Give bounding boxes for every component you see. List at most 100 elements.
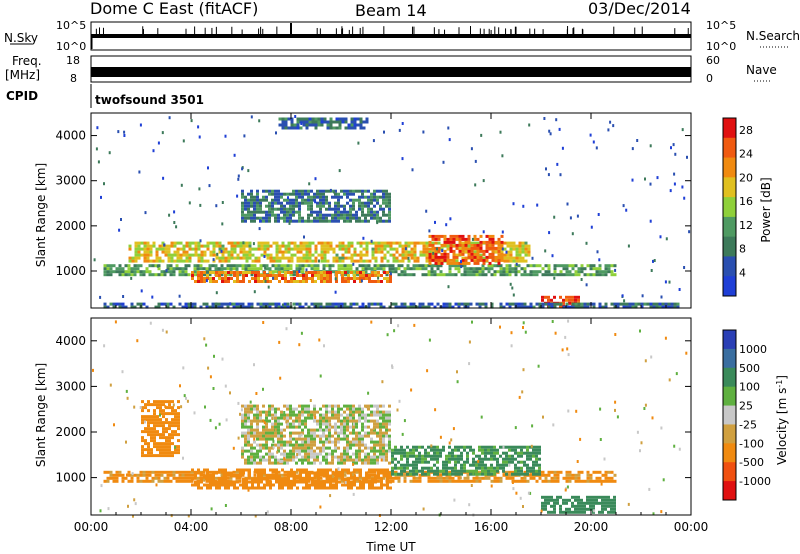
data-cell: [265, 189, 268, 193]
data-cell: [289, 213, 292, 217]
data-cell: [512, 259, 516, 263]
data-cell: [218, 274, 221, 277]
data-cell: [295, 449, 298, 453]
data-cell: [226, 273, 230, 277]
data-cell: [343, 213, 346, 217]
data-cell: [562, 298, 565, 302]
data-cell: [481, 302, 485, 306]
data-cell: [509, 282, 512, 286]
data-cell: [505, 472, 508, 476]
data-cell: [418, 454, 421, 458]
data-cell: [298, 404, 301, 408]
data-cell: [436, 445, 439, 449]
data-cell: [156, 406, 159, 410]
data-cell: [361, 195, 364, 199]
data-cell: [323, 247, 327, 251]
data-cell: [286, 219, 289, 223]
data-cell: [326, 471, 329, 475]
data-cell: [286, 443, 289, 447]
data-cell: [418, 469, 421, 473]
data-cell: [407, 250, 411, 254]
data-cell: [514, 479, 518, 483]
data-cell: [241, 434, 244, 438]
data-cell: [351, 472, 354, 476]
data-cell: [243, 134, 246, 138]
data-cell: [313, 455, 316, 459]
data-cell: [296, 126, 300, 130]
data-cell: [232, 267, 236, 271]
data-cell: [347, 126, 351, 130]
data-cell: [292, 410, 295, 414]
data-cell: [292, 446, 295, 450]
data-cell: [686, 155, 688, 159]
data-cell: [290, 126, 294, 130]
data-cell: [595, 146, 598, 150]
data-cell: [538, 270, 542, 274]
data-cell: [493, 451, 496, 455]
data-cell: [559, 270, 563, 274]
data-cell: [121, 302, 125, 306]
data-cell: [286, 440, 289, 444]
data-cell: [271, 404, 274, 408]
data-cell: [482, 230, 485, 234]
data-cell: [293, 280, 296, 283]
data-cell: [379, 434, 382, 438]
data-cell: [383, 241, 387, 245]
data-cell: [590, 225, 593, 229]
data-cell: [220, 302, 224, 306]
data-cell: [406, 457, 409, 461]
data-cell: [341, 271, 344, 274]
data-cell: [382, 440, 385, 444]
data-cell: [406, 264, 410, 268]
data-cell: [455, 253, 459, 257]
data-cell: [159, 421, 162, 425]
data-cell: [271, 428, 274, 432]
data-cell: [391, 448, 394, 452]
data-cell: [532, 463, 535, 467]
data-cell: [574, 479, 578, 483]
data-cell: [248, 474, 251, 478]
data-cell: [337, 210, 340, 214]
data-cell: [460, 445, 463, 449]
data-cell: [317, 277, 320, 280]
data-cell: [259, 449, 262, 453]
data-cell: [289, 219, 292, 223]
data-cell: [346, 404, 349, 408]
data-cell: [250, 192, 253, 196]
data-cell: [553, 302, 557, 306]
data-cell: [289, 458, 292, 462]
data-cell: [418, 451, 421, 455]
data-cell: [422, 507, 425, 511]
data-cell: [263, 247, 267, 251]
data-cell: [398, 259, 402, 263]
data-cell: [446, 255, 450, 259]
data-cell: [490, 445, 493, 449]
data-cell: [382, 458, 385, 462]
data-cell: [433, 454, 436, 458]
data-cell: [131, 256, 135, 260]
data-cell: [136, 270, 140, 274]
data-cell: [331, 270, 335, 274]
data-cell: [153, 421, 156, 425]
data-cell: [134, 253, 138, 257]
data-cell: [149, 250, 153, 254]
data-cell: [610, 510, 613, 514]
data-cell: [502, 463, 505, 467]
data-cell: [382, 455, 385, 459]
data-cell: [512, 293, 515, 297]
data-cell: [171, 430, 174, 434]
data-cell: [499, 130, 502, 134]
data-cell: [289, 204, 292, 208]
data-cell: [460, 469, 463, 473]
data-cell: [469, 270, 473, 274]
data-cell: [203, 271, 206, 274]
data-cell: [349, 192, 352, 196]
data-cell: [515, 247, 519, 251]
data-cell: [280, 443, 283, 447]
data-cell: [160, 479, 164, 483]
data-cell: [469, 267, 473, 271]
data-cell: [268, 407, 271, 411]
data-cell: [406, 466, 409, 470]
data-cell: [311, 259, 315, 263]
data-cell: [358, 419, 361, 423]
